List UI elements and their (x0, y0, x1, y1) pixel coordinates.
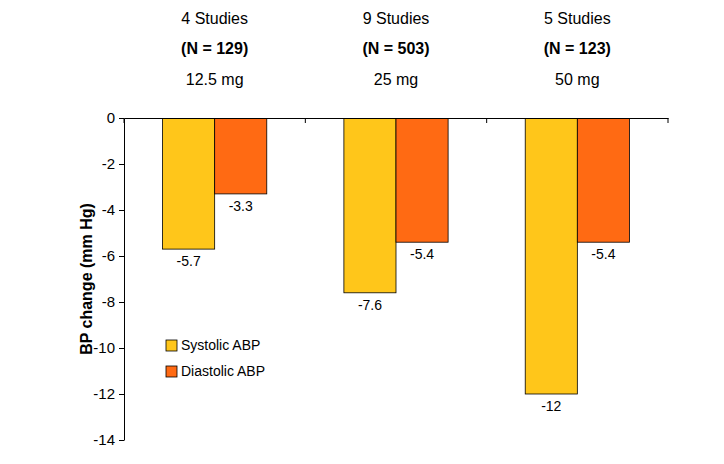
y-tick-label: -2 (102, 155, 115, 172)
y-tick-label: -12 (93, 385, 115, 402)
y-tick: -8 (102, 293, 124, 310)
x-tick: 12.5 mg (186, 71, 244, 118)
annotations: 4 Studies (N = 129) 9 Studies (N = 503) 5 St… (181, 10, 611, 57)
x-tick-label: 25 mg (374, 71, 418, 88)
y-tick-mark (119, 210, 124, 211)
y-tick: -14 (93, 431, 124, 448)
data-label: -3.3 (229, 198, 253, 214)
x-separator (486, 118, 487, 123)
y-tick-mark (119, 164, 124, 165)
x-separator (305, 118, 306, 123)
y-tick: -12 (93, 385, 124, 402)
bar (577, 118, 629, 242)
data-label: -5.4 (591, 246, 615, 262)
data-labels: -5.7 -7.6 -12 -3.3 -5.4 -5.4 (177, 198, 616, 414)
data-label: -12 (541, 398, 561, 414)
y-axis: 0 -2 -4 -6 -8 -10 -12 -14 (93, 109, 124, 448)
y-tick-label: -10 (93, 339, 115, 356)
bar (396, 118, 448, 242)
x-separators (124, 118, 668, 123)
bar (163, 118, 215, 249)
legend-label: Systolic ABP (181, 337, 260, 353)
y-tick-label: -8 (102, 293, 115, 310)
bar (215, 118, 267, 194)
y-tick-mark (119, 302, 124, 303)
study-count: 5 Studies (544, 10, 611, 27)
x-tick: 50 mg (555, 71, 599, 118)
legend-label: Diastolic ABP (181, 363, 265, 379)
sample-size: (N = 123) (544, 40, 611, 57)
y-tick-mark (119, 256, 124, 257)
y-tick-mark (119, 440, 124, 441)
bar (525, 118, 577, 394)
legend: Systolic ABP Diastolic ABP (166, 337, 265, 379)
legend-swatch (166, 340, 177, 351)
y-tick-mark (119, 118, 124, 119)
y-tick: -6 (102, 247, 124, 264)
bar (344, 118, 396, 293)
study-count: 4 Studies (181, 10, 248, 27)
sample-size: (N = 129) (181, 40, 248, 57)
y-tick: -2 (102, 155, 124, 172)
y-tick-mark (119, 394, 124, 395)
x-tick-label: 50 mg (555, 71, 599, 88)
data-label: -5.7 (177, 253, 201, 269)
chart: -5.7 -7.6 -12 -3.3 -5.4 -5.4 0 -2 -4 -6 -8 -10 -12 -1… (0, 0, 724, 464)
study-count: 9 Studies (363, 10, 430, 27)
x-tick-label: 12.5 mg (186, 71, 244, 88)
x-axis: 12.5 mg 25 mg 50 mg (125, 71, 669, 119)
sample-size: (N = 503) (362, 40, 429, 57)
x-tick: 25 mg (374, 71, 418, 118)
y-tick-label: -14 (93, 431, 115, 448)
y-tick-label: -4 (102, 201, 115, 218)
y-tick: 0 (107, 109, 124, 126)
x-axis-line (125, 118, 669, 119)
x-separator (124, 118, 125, 123)
y-tick-mark (119, 348, 124, 349)
y-axis-line (124, 119, 125, 441)
bars (163, 118, 630, 394)
legend-swatch (166, 366, 177, 377)
y-tick: -10 (93, 339, 124, 356)
y-tick: -4 (102, 201, 124, 218)
x-separator (668, 118, 669, 123)
y-axis-title: BP change (mm Hg) (78, 203, 95, 355)
data-label: -5.4 (410, 246, 434, 262)
y-tick-label: 0 (107, 109, 115, 126)
data-label: -7.6 (358, 297, 382, 313)
y-tick-label: -6 (102, 247, 115, 264)
